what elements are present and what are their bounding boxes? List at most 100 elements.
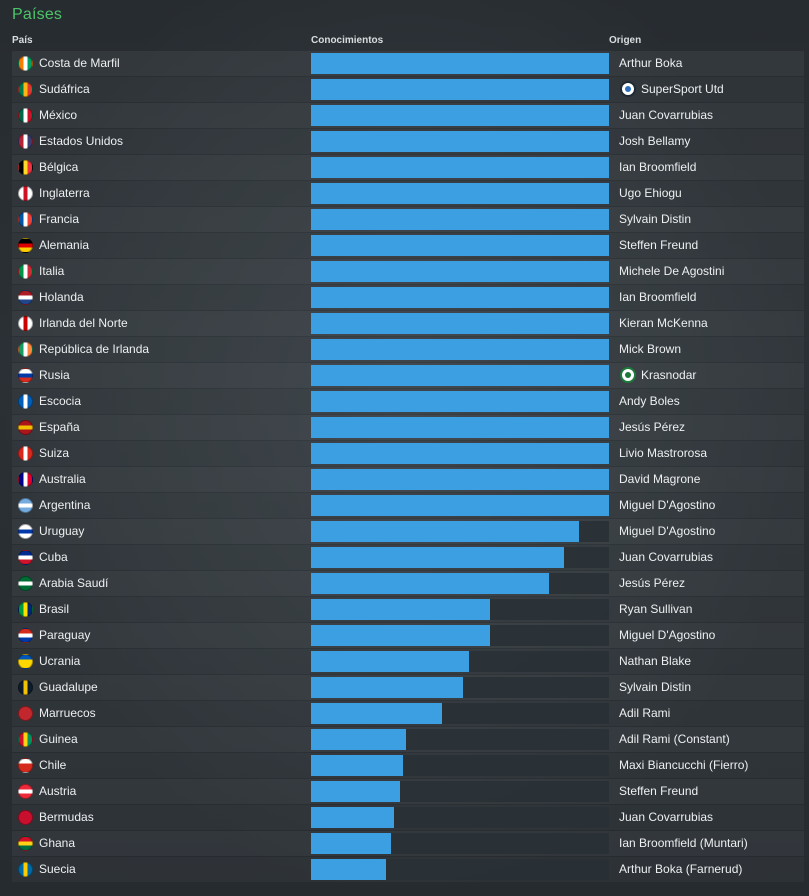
origin-name[interactable]: Ian Broomfield bbox=[619, 290, 697, 304]
table-row[interactable]: Suiza Livio Mastrorosa bbox=[12, 441, 804, 466]
origin-name[interactable]: Steffen Freund bbox=[619, 784, 699, 798]
country-name[interactable]: Sudáfrica bbox=[39, 82, 90, 96]
country-name[interactable]: Inglaterra bbox=[39, 186, 90, 200]
country-name[interactable]: Austria bbox=[39, 784, 77, 798]
origin-name[interactable]: Ugo Ehiogu bbox=[619, 186, 682, 200]
country-name[interactable]: Paraguay bbox=[39, 628, 91, 642]
table-row[interactable]: Uruguay Miguel D'Agostino bbox=[12, 519, 804, 544]
origin-name[interactable]: Michele De Agostini bbox=[619, 264, 725, 278]
table-row[interactable]: Bélgica Ian Broomfield bbox=[12, 155, 804, 180]
table-row[interactable]: Arabia Saudí Jesús Pérez bbox=[12, 571, 804, 596]
country-name[interactable]: Estados Unidos bbox=[39, 134, 124, 148]
origin-name[interactable]: Sylvain Distin bbox=[619, 680, 692, 694]
origin-name[interactable]: SuperSport Utd bbox=[641, 82, 724, 96]
table-row[interactable]: Guadalupe Sylvain Distin bbox=[12, 675, 804, 700]
table-row[interactable]: Australia David Magrone bbox=[12, 467, 804, 492]
origin-name[interactable]: Kieran McKenna bbox=[619, 316, 708, 330]
country-name[interactable]: Marruecos bbox=[39, 706, 96, 720]
table-row[interactable]: Ghana Ian Broomfield (Muntari) bbox=[12, 831, 804, 856]
table-row[interactable]: Paraguay Miguel D'Agostino bbox=[12, 623, 804, 648]
table-row[interactable]: Italia Michele De Agostini bbox=[12, 259, 804, 284]
table-row[interactable]: México Juan Covarrubias bbox=[12, 103, 804, 128]
origin-name[interactable]: Josh Bellamy bbox=[619, 134, 691, 148]
table-row[interactable]: Brasil Ryan Sullivan bbox=[12, 597, 804, 622]
table-row[interactable]: Ucrania Nathan Blake bbox=[12, 649, 804, 674]
country-name[interactable]: Ghana bbox=[39, 836, 76, 850]
origin-name[interactable]: Ian Broomfield bbox=[619, 160, 697, 174]
origin-name[interactable]: Livio Mastrorosa bbox=[619, 446, 708, 460]
origin-name[interactable]: Miguel D'Agostino bbox=[619, 498, 716, 512]
country-name[interactable]: Australia bbox=[39, 472, 86, 486]
origin-name[interactable]: Arthur Boka bbox=[619, 56, 683, 70]
country-name[interactable]: Suiza bbox=[39, 446, 70, 460]
origin-name[interactable]: Krasnodar bbox=[641, 368, 697, 382]
country-name[interactable]: Escocia bbox=[39, 394, 82, 408]
country-name[interactable]: Holanda bbox=[39, 290, 84, 304]
table-row[interactable]: Sudáfrica SuperSport Utd bbox=[12, 77, 804, 102]
origin-name[interactable]: Adil Rami bbox=[619, 706, 671, 720]
table-row[interactable]: Cuba Juan Covarrubias bbox=[12, 545, 804, 570]
country-name[interactable]: República de Irlanda bbox=[39, 342, 150, 356]
table-row[interactable]: Marruecos Adil Rami bbox=[12, 701, 804, 726]
origin-name[interactable]: Juan Covarrubias bbox=[619, 108, 714, 122]
table-row[interactable]: República de Irlanda Mick Brown bbox=[12, 337, 804, 362]
table-row[interactable]: Chile Maxi Biancucchi (Fierro) bbox=[12, 753, 804, 778]
country-name[interactable]: Rusia bbox=[39, 368, 70, 382]
origin-name[interactable]: Mick Brown bbox=[619, 342, 682, 356]
table-row[interactable]: Holanda Ian Broomfield bbox=[12, 285, 804, 310]
country-name[interactable]: Italia bbox=[39, 264, 65, 278]
country-name[interactable]: Suecia bbox=[39, 862, 76, 876]
origin-name[interactable]: Jesús Pérez bbox=[619, 420, 686, 434]
table-row[interactable]: Costa de Marfil Arthur Boka bbox=[12, 51, 804, 76]
origin-name[interactable]: Miguel D'Agostino bbox=[619, 628, 716, 642]
country-name[interactable]: Guinea bbox=[39, 732, 78, 746]
origin-name[interactable]: Ian Broomfield (Muntari) bbox=[619, 836, 748, 850]
origin-name[interactable]: Miguel D'Agostino bbox=[619, 524, 716, 538]
origin-name[interactable]: David Magrone bbox=[619, 472, 701, 486]
country-name[interactable]: Uruguay bbox=[39, 524, 85, 538]
table-row[interactable]: Argentina Miguel D'Agostino bbox=[12, 493, 804, 518]
origin-name[interactable]: Maxi Biancucchi (Fierro) bbox=[619, 758, 749, 772]
country-name[interactable]: Francia bbox=[39, 212, 80, 226]
column-header-country[interactable]: País bbox=[12, 35, 33, 46]
origin-name[interactable]: Juan Covarrubias bbox=[619, 550, 714, 564]
country-name[interactable]: Argentina bbox=[39, 498, 91, 512]
table-row[interactable]: Bermudas Juan Covarrubias bbox=[12, 805, 804, 830]
country-name[interactable]: Ucrania bbox=[39, 654, 81, 668]
origin-name[interactable]: Andy Boles bbox=[619, 394, 680, 408]
knowledge-bar-fill bbox=[311, 443, 609, 464]
table-row[interactable]: Austria Steffen Freund bbox=[12, 779, 804, 804]
table-row[interactable]: Inglaterra Ugo Ehiogu bbox=[12, 181, 804, 206]
origin-name[interactable]: Ryan Sullivan bbox=[619, 602, 693, 616]
table-row[interactable]: Francia Sylvain Distin bbox=[12, 207, 804, 232]
origin-name[interactable]: Juan Covarrubias bbox=[619, 810, 714, 824]
column-header-knowledge[interactable]: Conocimientos bbox=[311, 35, 384, 46]
table-row[interactable]: Guinea Adil Rami (Constant) bbox=[12, 727, 804, 752]
country-name[interactable]: Chile bbox=[39, 758, 67, 772]
table-row[interactable]: Escocia Andy Boles bbox=[12, 389, 804, 414]
table-row[interactable]: Irlanda del Norte Kieran McKenna bbox=[12, 311, 804, 336]
table-row[interactable]: Estados Unidos Josh Bellamy bbox=[12, 129, 804, 154]
column-header-origin[interactable]: Origen bbox=[609, 35, 642, 46]
origin-name[interactable]: Adil Rami (Constant) bbox=[619, 732, 730, 746]
country-name[interactable]: Bélgica bbox=[39, 160, 79, 174]
country-name[interactable]: Cuba bbox=[39, 550, 68, 564]
origin-name[interactable]: Arthur Boka (Farnerud) bbox=[619, 862, 743, 876]
country-name[interactable]: México bbox=[39, 108, 78, 122]
table-row[interactable]: Rusia Krasnodar bbox=[12, 363, 804, 388]
origin-name[interactable]: Sylvain Distin bbox=[619, 212, 692, 226]
origin-name[interactable]: Nathan Blake bbox=[619, 654, 692, 668]
country-name[interactable]: España bbox=[39, 420, 80, 434]
table-row[interactable]: Suecia Arthur Boka (Farnerud) bbox=[12, 857, 804, 882]
country-name[interactable]: Alemania bbox=[39, 238, 90, 252]
table-row[interactable]: Alemania Steffen Freund bbox=[12, 233, 804, 258]
country-name[interactable]: Arabia Saudí bbox=[39, 576, 109, 590]
country-name[interactable]: Guadalupe bbox=[39, 680, 98, 694]
country-name[interactable]: Brasil bbox=[39, 602, 70, 616]
table-row[interactable]: España Jesús Pérez bbox=[12, 415, 804, 440]
origin-name[interactable]: Steffen Freund bbox=[619, 238, 699, 252]
country-name[interactable]: Costa de Marfil bbox=[39, 56, 120, 70]
origin-name[interactable]: Jesús Pérez bbox=[619, 576, 686, 590]
country-name[interactable]: Irlanda del Norte bbox=[39, 316, 128, 330]
country-name[interactable]: Bermudas bbox=[39, 810, 94, 824]
